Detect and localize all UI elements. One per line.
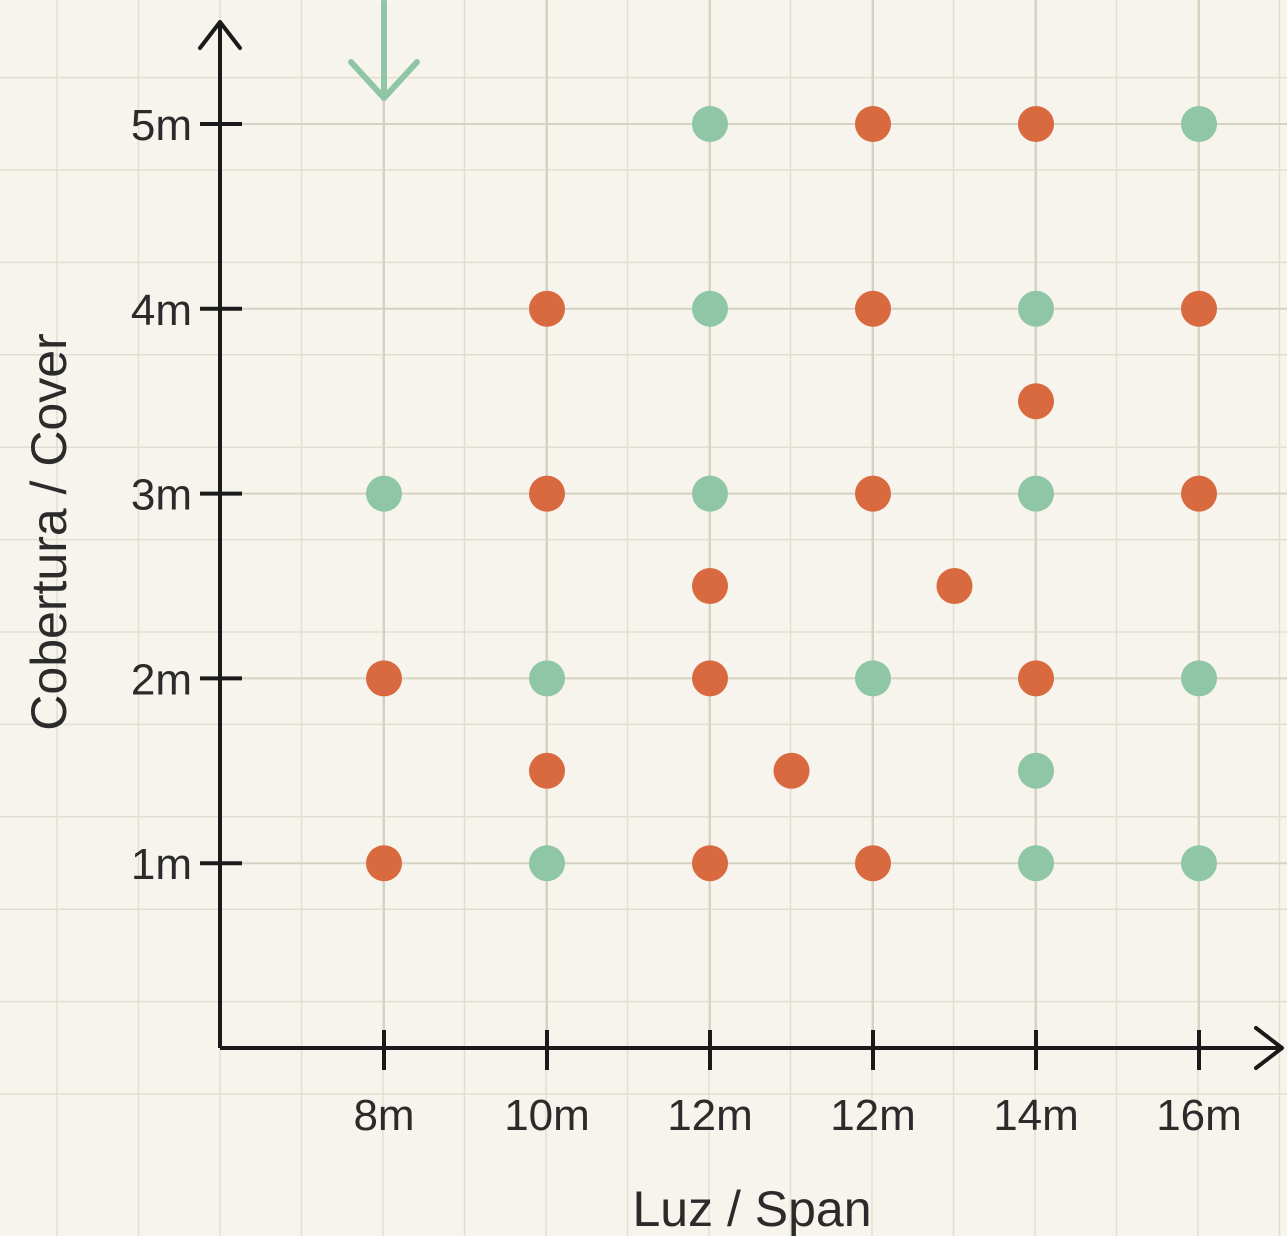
x-axis-title: Luz / Span: [632, 1181, 871, 1236]
orange-data-point: [692, 568, 728, 604]
green-data-point: [1181, 660, 1217, 697]
orange-data-point: [1181, 475, 1217, 512]
green-data-point: [1018, 845, 1054, 882]
x-tick-label: 12m: [830, 1091, 916, 1140]
orange-data-point: [529, 290, 565, 327]
y-tick-label: 2m: [131, 655, 192, 704]
data-points: [366, 106, 1217, 882]
orange-data-point: [855, 106, 891, 142]
y-tick-label: 5m: [131, 101, 192, 150]
green-data-point: [855, 660, 891, 697]
x-tick-label: 8m: [353, 1091, 414, 1140]
green-data-point: [1181, 845, 1217, 882]
y-tick-label: 3m: [131, 471, 192, 520]
x-tick-label: 14m: [993, 1091, 1079, 1140]
axes: [198, 20, 1284, 1070]
x-axis-arrow-icon: [1254, 1026, 1284, 1070]
green-data-point: [692, 290, 728, 327]
orange-data-point: [773, 752, 810, 789]
green-data-point: [1018, 475, 1054, 512]
orange-data-point: [1018, 383, 1054, 420]
orange-data-point: [529, 475, 565, 512]
orange-data-point: [855, 290, 891, 327]
orange-data-point: [529, 752, 565, 789]
down-arrow-icon: [348, 0, 420, 101]
x-tick-label: 16m: [1156, 1091, 1242, 1140]
orange-data-point: [1181, 290, 1217, 327]
orange-data-point: [366, 845, 402, 882]
green-data-point: [1018, 290, 1054, 327]
green-data-point: [529, 660, 565, 697]
y-tick-label: 4m: [131, 286, 192, 335]
orange-data-point: [366, 660, 402, 697]
y-tick-label: 1m: [131, 840, 192, 889]
green-data-point: [692, 106, 728, 142]
x-tick-label: 10m: [504, 1091, 590, 1140]
green-data-point: [366, 475, 402, 512]
orange-data-point: [936, 568, 973, 604]
orange-data-point: [1018, 660, 1054, 697]
ticks: 8m 10m 12m 12m 14m 16m 1m 2m 3m 4m 5m: [131, 101, 1242, 1140]
orange-data-point: [1018, 106, 1054, 142]
orange-data-point: [855, 475, 891, 512]
orange-data-point: [855, 845, 891, 882]
green-data-point: [1181, 106, 1217, 142]
green-data-point: [692, 475, 728, 512]
orange-data-point: [692, 845, 728, 882]
y-axis-arrow-icon: [198, 20, 242, 50]
green-data-point: [529, 845, 565, 882]
orange-data-point: [692, 660, 728, 697]
y-axis-title: Cobertura / Cover: [21, 333, 77, 730]
x-tick-label: 12m: [667, 1091, 753, 1140]
green-data-point: [1018, 752, 1054, 789]
